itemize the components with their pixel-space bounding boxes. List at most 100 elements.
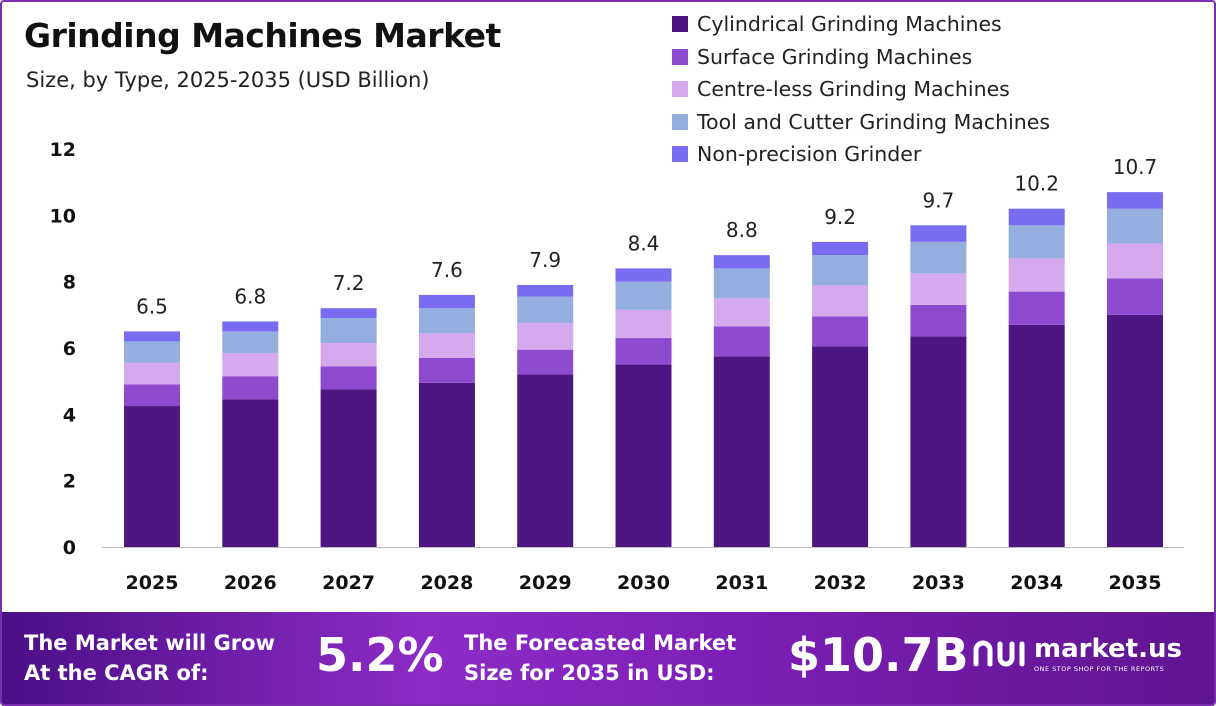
bar-segment — [418, 357, 475, 383]
x-tick-label: 2029 — [519, 572, 572, 594]
bar-total-label: 9.7 — [922, 188, 954, 212]
legend-swatch — [672, 48, 688, 65]
legend-label: Centre-less Grinding Machines — [697, 77, 1010, 102]
brand-logo: market.us ONE STOP SHOP FOR THE REPORTS — [972, 634, 1182, 674]
bar-segment — [713, 326, 770, 357]
forecast-label: The Forecasted Market Size for 2035 in U… — [464, 628, 736, 688]
bar-segment — [222, 321, 279, 332]
bar-segment — [124, 362, 180, 385]
bar-segment — [124, 384, 180, 407]
legend: Cylindrical Grinding Machines Surface Gr… — [672, 8, 1050, 171]
legend-item: Non-precision Grinder — [672, 138, 1050, 171]
bar-total-label: 6.8 — [234, 284, 266, 308]
bar-segment — [812, 241, 869, 256]
bar-segment — [910, 225, 967, 242]
bar-segment — [418, 294, 475, 309]
bar-total-label: 10.2 — [1014, 172, 1059, 196]
y-tick-label: 6 — [63, 338, 76, 360]
x-tick-label: 2027 — [322, 572, 375, 594]
cagr-label-line-2: At the CAGR of: — [24, 661, 209, 685]
bar-segment — [517, 349, 574, 375]
bar-segment — [320, 308, 377, 319]
forecast-label-line-2: Size for 2035 in USD: — [464, 661, 715, 685]
bar-segment — [812, 316, 869, 347]
bar-segment — [320, 366, 377, 390]
bar-segment — [1107, 314, 1163, 547]
legend-label: Surface Grinding Machines — [697, 44, 973, 69]
x-tick-label: 2026 — [224, 572, 277, 594]
bar-segment — [713, 356, 770, 547]
x-tick-label: 2030 — [617, 572, 670, 594]
bar-segment — [320, 318, 377, 344]
brand-name: market.us — [1034, 633, 1182, 664]
bar-segment — [1107, 192, 1163, 209]
bar-segment — [615, 281, 672, 310]
bar-segment — [1008, 291, 1065, 325]
footer-banner: The Market will Grow At the CAGR of: 5.2… — [2, 612, 1214, 704]
bar-segment — [1107, 243, 1163, 279]
cagr-label-line-1: The Market will Grow — [24, 631, 275, 655]
x-tick-label: 2033 — [912, 572, 965, 594]
bar-total-label: 7.6 — [431, 258, 463, 282]
brand-text: market.us ONE STOP SHOP FOR THE REPORTS — [1034, 636, 1182, 673]
legend-swatch — [672, 113, 688, 130]
bar-segment — [1107, 208, 1163, 244]
stacked-bar-chart: 0 2 4 6 8 10 12 6.5 2025 6.8 2026 7.2 2027 7.6 2028 7.9… — [50, 139, 1184, 594]
bar-segment — [713, 298, 770, 327]
bar-segment — [517, 284, 574, 297]
bar-segment — [124, 406, 180, 547]
chart-title: Grinding Machines Market — [24, 16, 501, 55]
y-tick-label: 4 — [63, 404, 76, 426]
bar-segment — [615, 309, 672, 339]
cagr-value: 5.2% — [316, 628, 444, 682]
bar-total-label: 8.8 — [726, 218, 758, 242]
bar-total-label: 7.9 — [529, 248, 561, 272]
bar-total-label: 7.2 — [333, 271, 365, 295]
x-tick-label: 2028 — [420, 572, 473, 594]
brand-tagline: ONE STOP SHOP FOR THE REPORTS — [1034, 664, 1165, 673]
legend-item: Centre-less Grinding Machines — [672, 73, 1050, 106]
bar-segment — [517, 296, 574, 324]
bar-segment — [713, 255, 770, 269]
bar-segment — [222, 399, 279, 547]
y-tick-label: 10 — [50, 205, 76, 227]
bar-segment — [615, 338, 672, 365]
x-tick-label: 2025 — [126, 572, 179, 594]
bar-segment — [1008, 258, 1065, 292]
bar-segment — [1008, 225, 1065, 259]
bar-segment — [812, 255, 869, 285]
forecast-value: $10.7B — [788, 628, 969, 682]
x-tick-label: 2034 — [1010, 572, 1063, 594]
bar-segment — [615, 364, 672, 547]
bar-segment — [222, 331, 279, 353]
bar-segment — [517, 374, 574, 547]
chart-subtitle: Size, by Type, 2025-2035 (USD Billion) — [26, 68, 430, 92]
y-tick-label: 8 — [63, 272, 76, 294]
legend-item: Cylindrical Grinding Machines — [672, 8, 1050, 41]
bar-total-label: 8.4 — [628, 231, 660, 255]
legend-item: Surface Grinding Machines — [672, 41, 1050, 74]
bar-total-label: 9.2 — [824, 205, 856, 229]
bar-segment — [1008, 208, 1065, 226]
y-tick-label: 12 — [50, 139, 76, 161]
bar-segment — [812, 346, 869, 547]
bar-segment — [910, 336, 967, 547]
y-tick-label: 2 — [63, 471, 76, 493]
bar-segment — [124, 331, 180, 342]
y-tick-label: 0 — [63, 537, 76, 559]
bar-total-label: 10.7 — [1113, 155, 1158, 179]
bar-segment — [320, 389, 377, 547]
x-tick-label: 2035 — [1109, 572, 1162, 594]
cagr-label: The Market will Grow At the CAGR of: — [24, 628, 275, 688]
bar-segment — [1008, 324, 1065, 547]
x-tick-label: 2032 — [814, 572, 867, 594]
bar-segment — [418, 382, 475, 547]
bar-segment — [812, 284, 869, 317]
bar-segment — [910, 273, 967, 305]
legend-item: Tool and Cutter Grinding Machines — [672, 106, 1050, 139]
bar-segment — [418, 308, 475, 334]
bar-segment — [910, 241, 967, 274]
legend-swatch — [672, 81, 688, 98]
bar-segment — [418, 333, 475, 358]
